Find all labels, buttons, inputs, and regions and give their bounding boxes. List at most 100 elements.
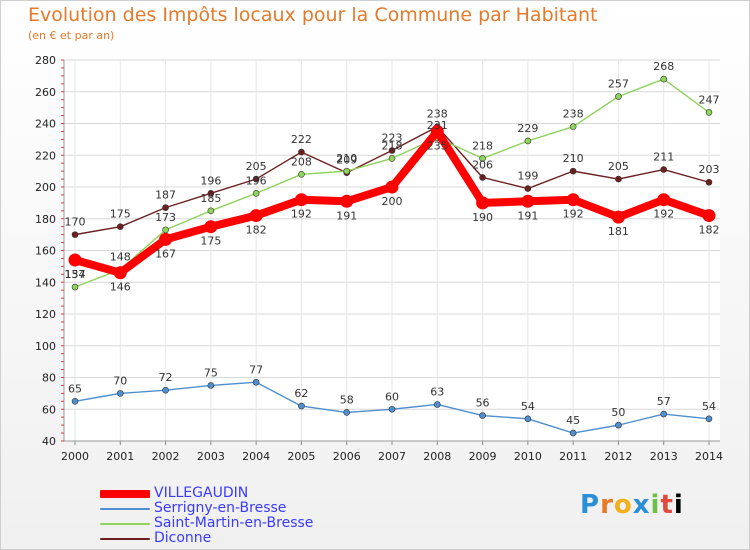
y-tick-label: 140 xyxy=(35,276,56,289)
data-point-saint-martin-en-bresse xyxy=(207,207,215,215)
data-point-serrigny-en-bresse xyxy=(615,421,622,429)
data-point-serrigny-en-bresse xyxy=(660,410,668,418)
data-label-villegaudin: 182 xyxy=(699,224,720,237)
x-tick-label: 2008 xyxy=(423,450,451,463)
data-point-villegaudin xyxy=(294,193,308,207)
data-point-saint-martin-en-bresse xyxy=(524,137,532,145)
x-tick-label: 2003 xyxy=(197,450,225,463)
data-point-serrigny-en-bresse xyxy=(71,398,79,405)
data-point-villegaudin xyxy=(159,232,173,246)
y-tick-label: 200 xyxy=(35,181,56,194)
logo-letter: i xyxy=(650,490,661,520)
data-label-diconne: 205 xyxy=(246,160,267,173)
data-label-serrigny-en-bresse: 65 xyxy=(68,382,82,395)
data-label-villegaudin: 192 xyxy=(653,208,674,221)
data-label-saint-martin-en-bresse: 257 xyxy=(608,78,629,91)
data-point-saint-martin-en-bresse xyxy=(705,109,713,116)
data-label-serrigny-en-bresse: 45 xyxy=(566,414,580,427)
data-point-serrigny-en-bresse xyxy=(343,409,351,416)
data-label-diconne: 223 xyxy=(382,131,403,144)
data-label-saint-martin-en-bresse: 208 xyxy=(291,155,312,168)
y-tick-label: 60 xyxy=(42,403,56,416)
x-tick-label: 2013 xyxy=(650,450,678,463)
data-label-villegaudin: 235 xyxy=(427,139,448,152)
data-label-villegaudin: 181 xyxy=(608,225,629,238)
data-point-serrigny-en-bresse xyxy=(252,378,260,386)
data-label-saint-martin-en-bresse: 148 xyxy=(110,251,131,264)
data-label-diconne: 175 xyxy=(110,208,131,221)
data-point-villegaudin xyxy=(385,180,399,194)
data-point-saint-martin-en-bresse xyxy=(162,226,169,234)
logo-letter: r xyxy=(600,490,614,520)
data-label-diconne: 187 xyxy=(155,189,176,202)
data-label-saint-martin-en-bresse: 238 xyxy=(563,108,584,121)
data-label-villegaudin: 191 xyxy=(517,209,538,222)
legend-label: Diconne xyxy=(154,530,212,546)
data-point-serrigny-en-bresse xyxy=(116,390,124,397)
logo-letter: t xyxy=(660,490,674,520)
x-tick-label: 2005 xyxy=(287,450,315,463)
logo-letter: o xyxy=(613,490,633,520)
chart-subtitle: (en € et par an) xyxy=(28,29,115,42)
data-label-villegaudin: 200 xyxy=(382,195,403,208)
data-point-serrigny-en-bresse xyxy=(207,382,215,389)
data-label-serrigny-en-bresse: 75 xyxy=(204,366,218,379)
data-label-diconne: 203 xyxy=(699,163,720,176)
data-label-villegaudin: 182 xyxy=(246,224,267,237)
data-label-villegaudin: 192 xyxy=(291,208,312,221)
data-label-serrigny-en-bresse: 72 xyxy=(159,371,173,384)
data-point-saint-martin-en-bresse xyxy=(569,123,577,130)
chart-title: Evolution des Impôts locaux pour la Comm… xyxy=(28,4,598,26)
x-tick-label: 2004 xyxy=(242,450,270,463)
y-tick-label: 80 xyxy=(42,372,56,385)
x-tick-label: 2006 xyxy=(333,450,361,463)
y-tick-label: 180 xyxy=(35,213,56,226)
data-point-serrigny-en-bresse xyxy=(298,402,305,410)
data-label-villegaudin: 146 xyxy=(110,281,131,294)
y-tick-label: 280 xyxy=(35,54,56,67)
data-point-serrigny-en-bresse xyxy=(162,386,169,394)
x-tick-label: 2001 xyxy=(106,450,134,463)
data-label-villegaudin: 192 xyxy=(563,208,584,221)
data-label-saint-martin-en-bresse: 247 xyxy=(699,93,720,106)
data-point-saint-martin-en-bresse xyxy=(343,167,351,175)
data-label-saint-martin-en-bresse: 185 xyxy=(200,192,221,205)
data-label-saint-martin-en-bresse: 173 xyxy=(155,211,176,224)
data-label-diconne: 210 xyxy=(563,152,584,165)
data-label-diconne: 238 xyxy=(427,108,448,121)
data-point-villegaudin xyxy=(566,193,580,207)
data-label-villegaudin: 191 xyxy=(336,209,357,222)
data-point-diconne xyxy=(660,166,668,173)
y-tick-label: 220 xyxy=(35,149,56,162)
data-label-serrigny-en-bresse: 54 xyxy=(521,400,535,413)
data-point-serrigny-en-bresse xyxy=(479,412,486,419)
data-point-villegaudin xyxy=(611,210,625,224)
data-label-diconne: 209 xyxy=(336,154,357,167)
data-label-serrigny-en-bresse: 60 xyxy=(385,390,399,403)
data-point-diconne xyxy=(569,167,577,175)
data-label-saint-martin-en-bresse: 218 xyxy=(472,139,493,152)
data-label-diconne: 211 xyxy=(653,151,674,164)
data-point-saint-martin-en-bresse xyxy=(252,190,260,197)
data-label-serrigny-en-bresse: 77 xyxy=(249,363,263,376)
data-point-serrigny-en-bresse xyxy=(705,415,713,423)
data-label-diconne: 205 xyxy=(608,160,629,173)
data-point-villegaudin xyxy=(68,253,82,267)
data-label-serrigny-en-bresse: 57 xyxy=(657,395,671,408)
data-label-villegaudin: 190 xyxy=(472,211,493,224)
legend-label: Serrigny-en-Bresse xyxy=(154,500,287,516)
data-label-serrigny-en-bresse: 50 xyxy=(611,406,625,419)
data-point-villegaudin xyxy=(249,209,263,223)
data-label-saint-martin-en-bresse: 137 xyxy=(65,268,86,281)
data-label-saint-martin-en-bresse: 231 xyxy=(427,119,448,132)
data-point-villegaudin xyxy=(657,193,671,207)
data-label-saint-martin-en-bresse: 218 xyxy=(382,139,403,152)
data-point-villegaudin xyxy=(702,209,716,223)
proxiti-logo: Proxiti xyxy=(580,490,684,520)
data-point-saint-martin-en-bresse xyxy=(479,155,486,162)
data-label-serrigny-en-bresse: 56 xyxy=(476,397,490,410)
x-tick-label: 2011 xyxy=(559,450,587,463)
data-label-serrigny-en-bresse: 54 xyxy=(702,400,716,413)
logo-letter: i xyxy=(673,490,684,520)
data-label-serrigny-en-bresse: 70 xyxy=(113,374,127,387)
